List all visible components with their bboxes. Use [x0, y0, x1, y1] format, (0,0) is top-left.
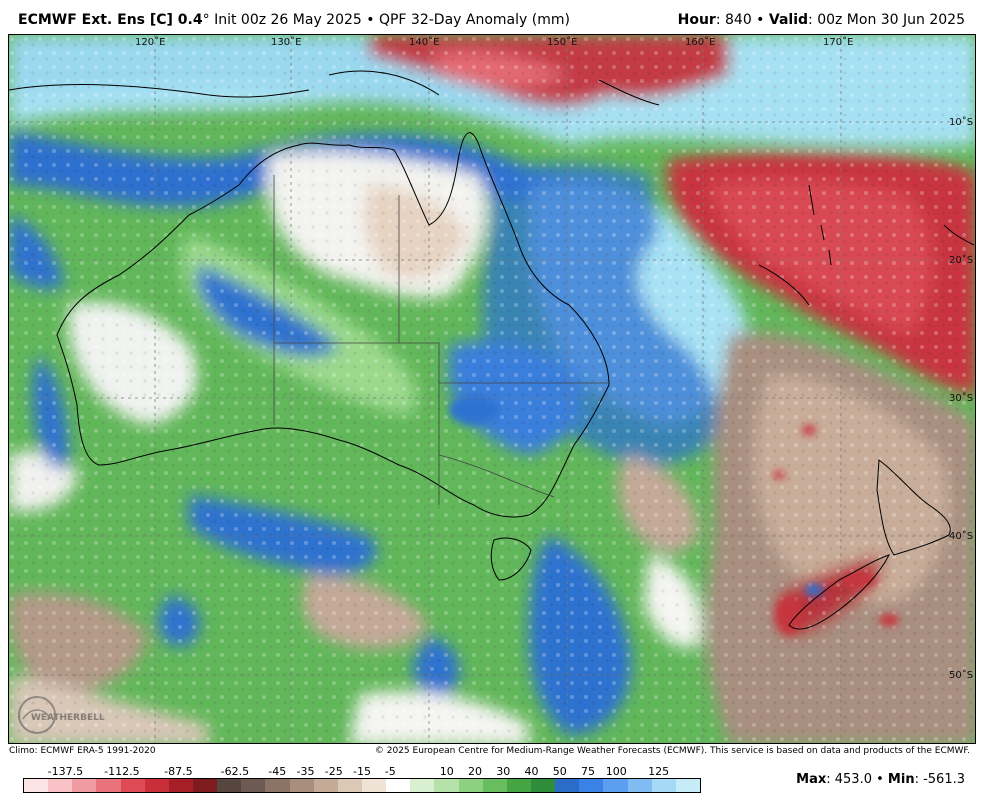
legend-swatch — [241, 779, 266, 792]
legend-swatch — [579, 779, 604, 792]
lon-label-130: 130˚E — [271, 36, 301, 48]
max-label: Max — [796, 772, 827, 787]
legend-swatch — [675, 779, 700, 792]
legend-swatch — [434, 779, 459, 792]
anomaly-map[interactable]: 120˚E 130˚E 140˚E 150˚E 160˚E 170˚E 10˚S… — [8, 34, 976, 744]
legend-swatch — [386, 779, 411, 792]
legend-swatch — [144, 779, 169, 792]
lon-label-140: 140˚E — [409, 36, 439, 48]
legend-swatch — [192, 779, 218, 792]
legend-swatch — [337, 779, 362, 792]
climo-credit: Climo: ECMWF ERA-5 1991-2020 — [9, 746, 156, 756]
legend-swatch — [361, 779, 387, 792]
min-label: Min — [887, 772, 915, 787]
legend-tick-label: 10 — [439, 765, 454, 778]
legend-tick-label: -87.5 — [164, 765, 193, 778]
legend-tick-label: 50 — [552, 765, 567, 778]
legend-swatch — [168, 779, 193, 792]
legend-swatch — [651, 779, 676, 792]
legend-tick-label: 125 — [648, 765, 670, 778]
legend-swatch — [217, 779, 242, 792]
legend-swatch — [48, 779, 73, 792]
legend-tick-label: 30 — [496, 765, 511, 778]
hour-value: : 840 • — [715, 12, 769, 28]
lat-label-50s: 50˚S — [949, 669, 973, 681]
legend-tick-label: -112.5 — [104, 765, 140, 778]
degree-sign: ° — [202, 12, 210, 28]
legend-swatch — [458, 779, 483, 792]
logo-text: WEATHERBELL — [31, 713, 105, 723]
legend-swatch — [530, 779, 556, 792]
latitude-labels: 10˚S 20˚S 30˚S 40˚S 50˚S — [949, 116, 973, 681]
lon-label-170: 170˚E — [823, 36, 853, 48]
lat-label-10s: 10˚S — [949, 116, 973, 128]
hour-label: Hour — [677, 12, 716, 28]
graticule — [9, 35, 975, 743]
legend-tick-label: -5 — [384, 765, 396, 778]
lat-label-20s: 20˚S — [949, 254, 973, 266]
lon-label-160: 160˚E — [685, 36, 715, 48]
legend-tick-label: 40 — [524, 765, 539, 778]
legend-tick-label: -15 — [353, 765, 371, 778]
color-legend — [23, 778, 701, 793]
legend-swatch — [24, 779, 49, 792]
longitude-labels: 120˚E 130˚E 140˚E 150˚E 160˚E 170˚E — [135, 36, 853, 48]
legend-swatch — [265, 779, 290, 792]
legend-tick-label: -35 — [296, 765, 315, 778]
legend-swatch — [555, 779, 580, 792]
coastlines — [9, 70, 975, 630]
state-borders — [273, 175, 609, 505]
texture — [9, 35, 975, 743]
legend-swatch — [289, 779, 314, 792]
valid-label: Valid — [768, 12, 809, 28]
model-name: ECMWF Ext. Ens [C] 0.4 — [18, 12, 203, 28]
run-info: Init 00z 26 May 2025 • QPF 32-Day Anomal… — [209, 12, 570, 28]
legend-tick-label: 100 — [605, 765, 627, 778]
lon-label-150: 150˚E — [547, 36, 577, 48]
lon-label-120: 120˚E — [135, 36, 165, 48]
title-left: ECMWF Ext. Ens [C] 0.4° Init 00z 26 May … — [18, 12, 570, 28]
field-details — [449, 395, 899, 635]
legend-swatch — [313, 779, 338, 792]
weatherbell-logo: WEATHERBELL — [18, 696, 105, 734]
legend-swatch — [120, 779, 145, 792]
legend-swatch — [72, 779, 97, 792]
lat-label-40s: 40˚S — [949, 530, 973, 542]
title-bar: ECMWF Ext. Ens [C] 0.4° Init 00z 26 May … — [0, 0, 984, 34]
valid-value: : 00z Mon 30 Jun 2025 — [808, 12, 965, 28]
legend-swatch — [627, 779, 652, 792]
legend-swatch — [410, 779, 435, 792]
max-value: : 453.0 • — [826, 772, 888, 787]
lat-label-30s: 30˚S — [949, 392, 973, 404]
legend-tick-label: -137.5 — [47, 765, 84, 778]
legend-swatch — [603, 779, 628, 792]
legend-swatch — [482, 779, 507, 792]
legend-tick-label: 75 — [581, 765, 595, 778]
legend-swatch — [96, 779, 121, 792]
legend-tick-label: -45 — [268, 765, 287, 778]
legend-tick-label: -62.5 — [220, 765, 250, 778]
min-value: : -561.3 — [914, 772, 965, 787]
legend-tick-label: -25 — [324, 765, 343, 778]
max-min-stats: Max: 453.0 • Min: -561.3 — [796, 772, 965, 787]
map-canvas: 120˚E 130˚E 140˚E 150˚E 160˚E 170˚E 10˚S… — [9, 35, 975, 743]
legend-swatch — [506, 779, 531, 792]
legend-tick-label: 20 — [468, 765, 482, 778]
copyright-credit: © 2025 European Centre for Medium-Range … — [374, 746, 970, 756]
title-right: Hour: 840 • Valid: 00z Mon 30 Jun 2025 — [678, 12, 965, 28]
